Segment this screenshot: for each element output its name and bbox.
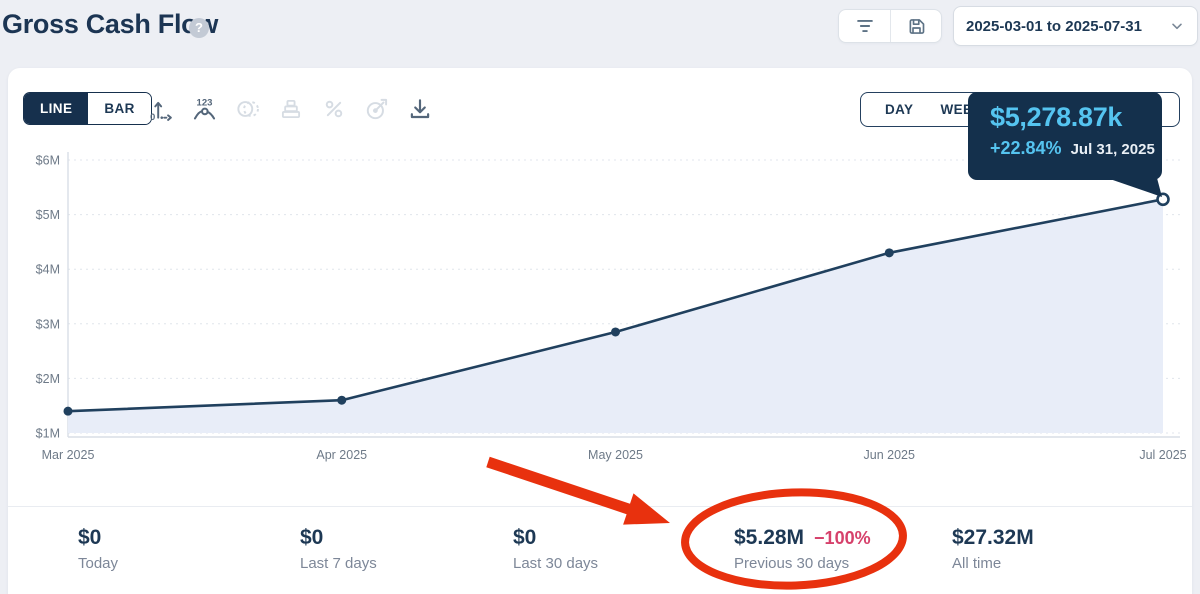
stat-label: All time (952, 555, 1002, 572)
chart-type-toggle: LINE BAR (23, 92, 152, 125)
stat-value: $0 (300, 526, 324, 549)
x-tick-label: May 2025 (588, 448, 643, 462)
stat-value: $0 (78, 526, 102, 549)
save-button[interactable] (890, 10, 941, 42)
data-point-marker (337, 395, 347, 405)
header-actions (838, 9, 942, 43)
day-button[interactable]: DAY (885, 102, 914, 117)
stat-all-time: $27.32M All time (952, 526, 1034, 572)
page-title: Gross Cash Flow (2, 9, 219, 39)
y-tick-label: $4M (36, 263, 60, 277)
date-range-value: 2025-03-01 to 2025-07-31 (966, 17, 1142, 35)
highlighted-data-point (1156, 192, 1170, 207)
goal-icon (363, 96, 390, 123)
save-icon (906, 16, 927, 37)
tooltip-tail (1107, 178, 1162, 197)
chart-tooltip: $5,278.87k +22.84% Jul 31, 2025 (968, 92, 1162, 197)
data-values-icon[interactable]: 123 (191, 96, 218, 123)
stat-label: Today (78, 555, 119, 572)
stat-last-7-days: $0 Last 7 days (300, 526, 377, 572)
y-tick-label: $6M (36, 154, 60, 168)
stat-today: $0 Today (78, 526, 118, 572)
svg-text:123: 123 (197, 97, 213, 108)
data-point-marker (611, 327, 620, 337)
x-tick-label: Jul 2025 (1139, 448, 1186, 462)
bar-chart-button[interactable]: BAR (88, 93, 151, 124)
y-tick-label: $2M (36, 372, 60, 386)
stacked-icon (277, 96, 304, 123)
chevron-down-icon (1169, 18, 1185, 34)
percent-icon (320, 96, 347, 123)
x-tick-label: Mar 2025 (42, 448, 95, 462)
stat-value: $0 (513, 526, 537, 549)
data-point-marker (884, 248, 894, 258)
data-point-marker (63, 406, 73, 416)
line-chart-button[interactable]: LINE (24, 93, 89, 124)
stat-label: Last 30 days (513, 555, 599, 572)
x-tick-label: Apr 2025 (316, 448, 367, 462)
help-icon[interactable]: ? (189, 18, 209, 38)
tooltip-value: $5,278.87k (990, 102, 1123, 132)
filter-button[interactable] (839, 10, 890, 42)
y-tick-label: $1M (36, 427, 60, 441)
compare-icon (234, 96, 261, 123)
svg-text:0: 0 (150, 112, 155, 122)
axis-zero-icon[interactable]: 0 (148, 96, 175, 123)
chart-toolbar: 0 123 (148, 95, 433, 123)
filter-lines-icon (854, 15, 876, 37)
x-tick-label: Jun 2025 (864, 448, 915, 462)
chart-area-fill (68, 199, 1163, 433)
stat-label: Last 7 days (300, 555, 377, 572)
tooltip-change: +22.84% (990, 138, 1062, 158)
stat-value: $27.32M (952, 526, 1034, 549)
date-range-selector[interactable]: 2025-03-01 to 2025-07-31 (953, 6, 1198, 46)
y-tick-label: $3M (36, 317, 60, 331)
download-icon[interactable] (406, 96, 433, 123)
tooltip-date: Jul 31, 2025 (1070, 141, 1155, 158)
stat-last-30-days: $0 Last 30 days (513, 526, 598, 572)
y-tick-label: $5M (36, 208, 60, 222)
